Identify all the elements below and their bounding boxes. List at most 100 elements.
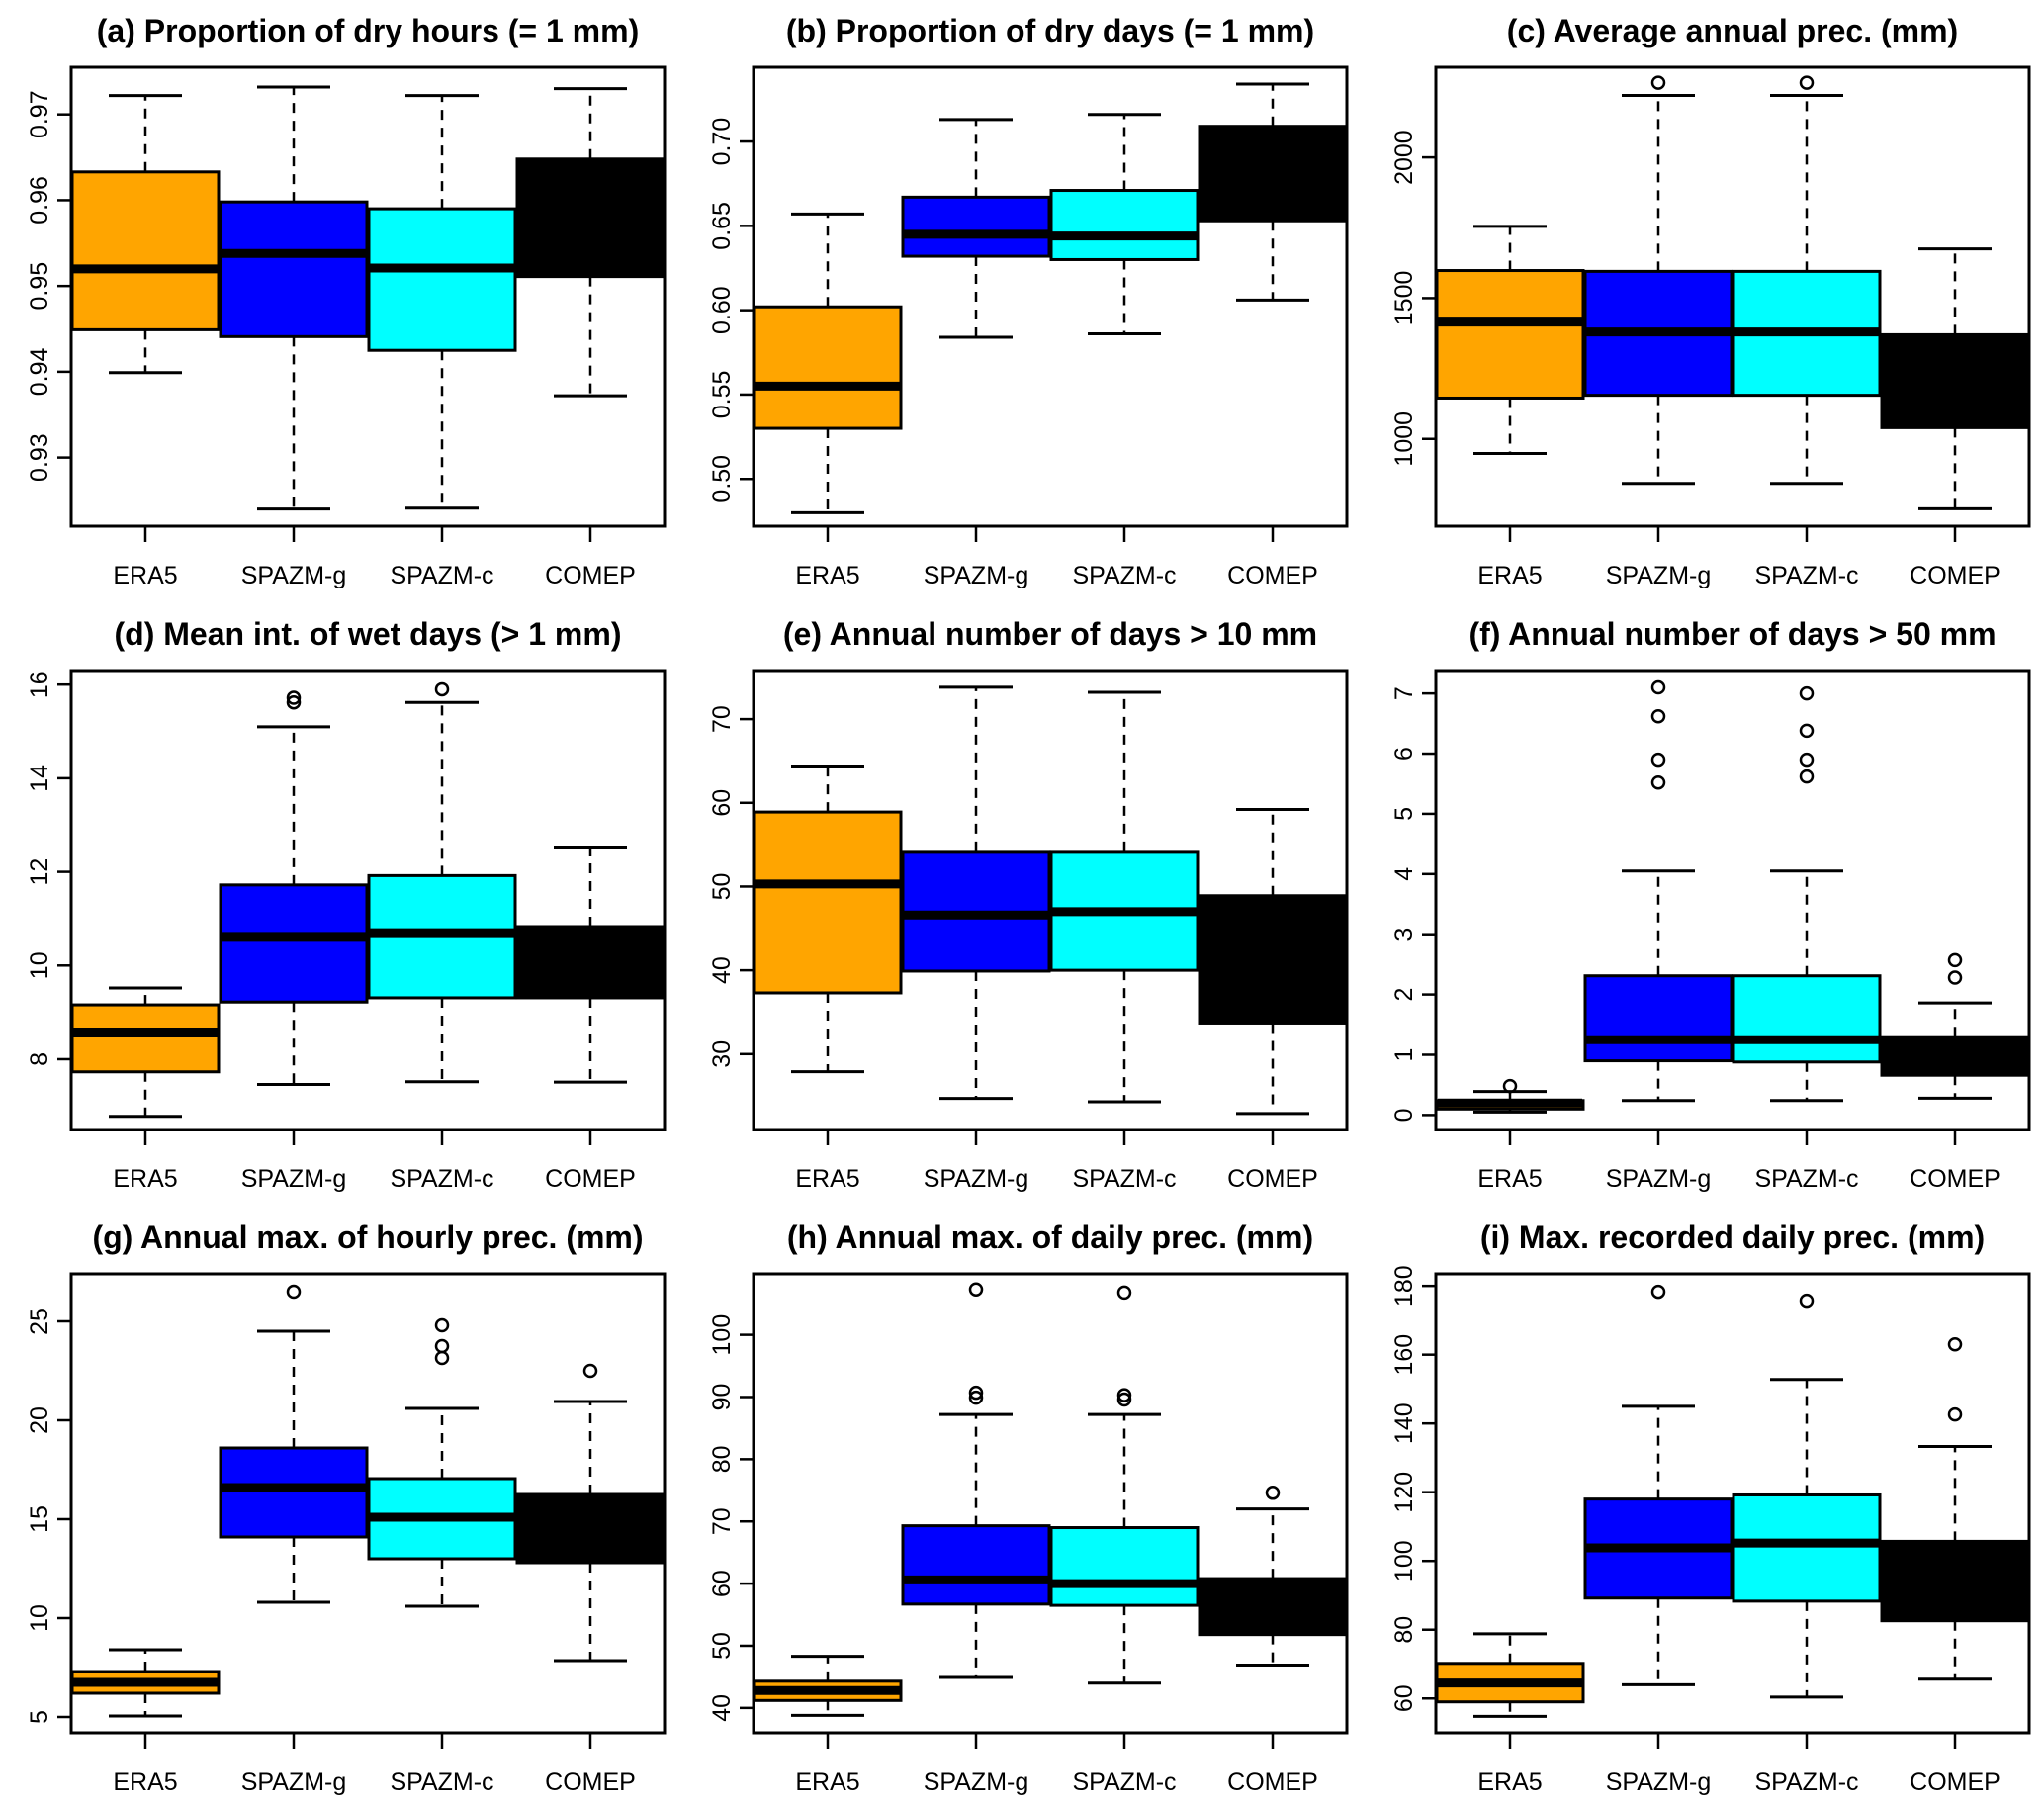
x-tick-label: SPAZM-c — [390, 1768, 493, 1796]
outlier-point — [1650, 752, 1666, 768]
y-tick-label: 40 — [708, 1694, 736, 1722]
plot-frame — [1434, 669, 2031, 1131]
box-comep — [515, 1363, 666, 1663]
y-tick-label: 10 — [26, 951, 53, 979]
y-tick-label: 5 — [26, 1710, 53, 1724]
iqr-box — [1198, 125, 1348, 223]
y-tick-label: 1 — [1390, 1048, 1418, 1062]
panel-d: (d) Mean int. of wet days (> 1 mm) 8 10 12 1… — [26, 616, 667, 1193]
x-tick-label: SPAZM-c — [1072, 1165, 1176, 1193]
y-tick-label: 140 — [1390, 1402, 1418, 1444]
y-tick-label: 5 — [1390, 807, 1418, 821]
outlier-point — [1799, 1293, 1815, 1309]
plot-frame — [1434, 65, 2031, 528]
iqr-box — [515, 1492, 666, 1565]
box-spazm-c — [1732, 685, 1882, 1103]
iqr-box — [1198, 1577, 1348, 1637]
iqr-box — [1049, 1526, 1200, 1607]
iqr-box — [219, 1446, 369, 1539]
y-tick-label: 0.60 — [708, 286, 736, 334]
y-tick-label: 40 — [708, 956, 736, 984]
outlier-point — [286, 1284, 302, 1300]
box-spazm-g — [219, 690, 369, 1087]
y-tick-label: 80 — [1390, 1616, 1418, 1644]
y-tick-label: 0.97 — [26, 90, 53, 138]
y-tick-label: 50 — [708, 873, 736, 901]
x-tick-label: SPAZM-g — [241, 1165, 347, 1193]
outlier-point — [1650, 1284, 1666, 1300]
iqr-box — [1732, 974, 1882, 1064]
y-tick-label: 16 — [26, 671, 53, 698]
outlier-point — [1116, 1392, 1132, 1407]
x-tick-label: ERA5 — [1477, 1165, 1542, 1193]
y-tick-label: 1500 — [1390, 271, 1418, 326]
y-tick-label: 160 — [1390, 1334, 1418, 1376]
box-era5 — [753, 212, 903, 514]
y-tick-label: 0.55 — [708, 371, 736, 419]
y-tick-label: 60 — [708, 789, 736, 817]
box-spazm-g — [219, 1284, 369, 1604]
iqr-box — [515, 157, 666, 279]
iqr-box — [367, 207, 517, 352]
y-tick-label: 4 — [1390, 867, 1418, 881]
box-spazm-c — [367, 94, 517, 510]
x-tick-label: COMEP — [1910, 1165, 2000, 1193]
box-spazm-c — [1732, 1293, 1882, 1699]
y-tick-label: 60 — [708, 1570, 736, 1597]
x-tick-label: SPAZM-g — [1606, 1165, 1712, 1193]
box-comep — [1880, 952, 2030, 1100]
box-spazm-g — [901, 118, 1051, 339]
x-tick-label: SPAZM-g — [241, 1768, 347, 1796]
panel-title: (i) Max. recorded daily prec. (mm) — [1480, 1220, 1985, 1255]
y-tick-label: 1000 — [1390, 411, 1418, 467]
box-era5 — [1435, 1632, 1585, 1718]
iqr-box — [1583, 974, 1733, 1063]
panel-title: (e) Annual number of days > 10 mm — [783, 616, 1317, 652]
iqr-box — [1880, 1035, 2030, 1077]
outlier-point — [1116, 1285, 1132, 1301]
x-tick-label: SPAZM-g — [924, 1165, 1029, 1193]
box-comep — [515, 845, 666, 1084]
x-tick-label: COMEP — [1227, 562, 1318, 589]
panel-e: (e) Annual number of days > 10 mm 30 40 50 6… — [708, 616, 1349, 1193]
box-spazm-c — [1049, 690, 1200, 1104]
x-tick-label: SPAZM-c — [1072, 1768, 1176, 1796]
y-tick-label: 0.93 — [26, 433, 53, 482]
outlier-point — [968, 1385, 984, 1401]
y-tick-label: 100 — [1390, 1540, 1418, 1582]
x-tick-label: SPAZM-c — [1754, 562, 1858, 589]
x-tick-label: ERA5 — [113, 1165, 177, 1193]
y-tick-label: 0.94 — [26, 347, 53, 396]
panel-a: (a) Proportion of dry hours (= 1 mm) 0.93… — [26, 13, 667, 589]
box-comep — [1880, 247, 2030, 510]
box-spazm-g — [1583, 75, 1733, 486]
y-tick-label: 10 — [26, 1604, 53, 1632]
x-tick-label: SPAZM-c — [1072, 562, 1176, 589]
x-tick-label: ERA5 — [1477, 562, 1542, 589]
outlier-point — [1799, 769, 1815, 784]
box-spazm-c — [367, 1317, 517, 1608]
iqr-box — [1732, 1492, 1882, 1603]
x-tick-label: SPAZM-g — [1606, 562, 1712, 589]
y-tick-label: 2 — [1390, 988, 1418, 1002]
x-tick-label: SPAZM-g — [924, 1768, 1029, 1796]
x-tick-label: COMEP — [1227, 1165, 1318, 1193]
plot-frame — [752, 65, 1349, 528]
box-spazm-g — [219, 85, 369, 511]
outlier-point — [1799, 685, 1815, 701]
outlier-point — [968, 1390, 984, 1405]
outlier-point — [968, 1282, 984, 1297]
y-tick-label: 180 — [1390, 1265, 1418, 1307]
plot-frame — [69, 1272, 667, 1735]
y-tick-label: 80 — [708, 1445, 736, 1473]
plot-frame — [752, 1272, 1349, 1735]
box-spazm-g — [1583, 1284, 1733, 1686]
outlier-point — [434, 1350, 450, 1366]
y-tick-label: 60 — [1390, 1684, 1418, 1712]
plot-frame — [69, 65, 667, 528]
outlier-point — [286, 690, 302, 705]
y-tick-label: 120 — [1390, 1472, 1418, 1513]
outlier-point — [1947, 952, 1963, 968]
box-spazm-c — [1049, 113, 1200, 336]
